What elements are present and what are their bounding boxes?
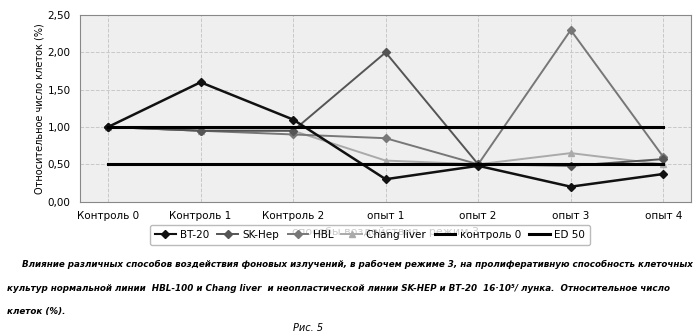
Legend: BT-20, SK-Hep, HBL, Chang liver, контроль 0, ED 50: BT-20, SK-Hep, HBL, Chang liver, контрол… bbox=[149, 225, 591, 245]
Text: клеток (%).: клеток (%). bbox=[7, 307, 66, 317]
Text: культур нормальной линии  HBL-100 и Chang liver  и неопластической линии SK-HEP : культур нормальной линии HBL-100 и Chang… bbox=[7, 284, 670, 293]
Text: Рис. 5: Рис. 5 bbox=[293, 323, 323, 333]
Y-axis label: Относительное число клеток (%): Относительное число клеток (%) bbox=[35, 23, 45, 194]
X-axis label: способы воздействия , режим 3: способы воздействия , режим 3 bbox=[292, 227, 479, 237]
Text: Влияние различных способов воздействия фоновых излучений, в рабочем режиме 3, на: Влияние различных способов воздействия ф… bbox=[7, 260, 693, 269]
